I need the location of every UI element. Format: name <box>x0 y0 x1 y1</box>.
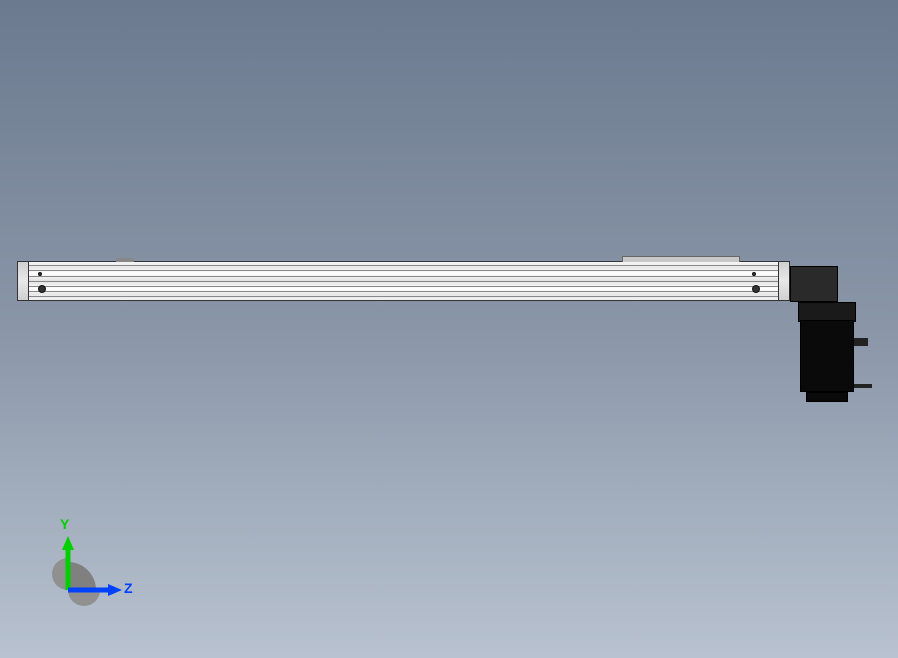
axis-triad-svg <box>40 518 140 618</box>
rail-endcap-right <box>778 261 790 301</box>
y-axis-label: Y <box>60 516 69 532</box>
mounting-hole <box>38 272 42 276</box>
motor-cable <box>854 384 872 388</box>
rail-groove <box>29 276 778 277</box>
rail-groove <box>29 281 778 282</box>
mounting-hole <box>752 285 760 293</box>
z-axis-arrowhead <box>108 584 122 596</box>
z-axis-label: Z <box>124 580 133 596</box>
mounting-hole <box>752 272 756 276</box>
rail-groove <box>29 270 778 271</box>
rail-endcap-left <box>17 261 29 301</box>
motor-bracket <box>798 302 856 322</box>
y-axis-arrowhead <box>62 536 74 550</box>
axis-origin-quarter <box>68 562 96 590</box>
rail-groove <box>29 296 778 297</box>
motor-bottom-cap <box>806 392 848 402</box>
rail-groove <box>29 291 778 292</box>
rail-detail-marker <box>116 258 134 262</box>
axis-triad[interactable]: Y Z <box>40 518 140 618</box>
cad-viewport[interactable]: Y Z <box>0 0 898 658</box>
connector-block <box>790 266 838 302</box>
mounting-hole <box>38 285 46 293</box>
rail-groove <box>29 265 778 266</box>
rail-carriage <box>622 256 740 262</box>
rail-groove <box>29 286 778 287</box>
motor-connector-pin <box>854 338 868 346</box>
motor-body <box>800 320 854 392</box>
